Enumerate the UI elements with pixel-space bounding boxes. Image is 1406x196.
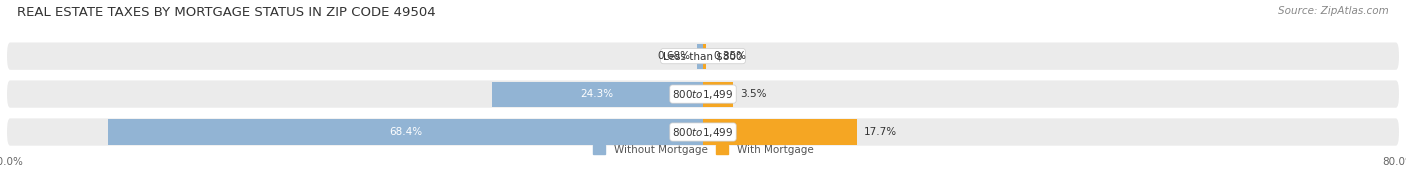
Text: 0.68%: 0.68%	[657, 51, 690, 61]
FancyBboxPatch shape	[7, 80, 1399, 108]
Bar	[108, 119, 703, 145]
Text: $800 to $1,499: $800 to $1,499	[672, 125, 734, 139]
FancyBboxPatch shape	[7, 118, 1399, 146]
Text: 0.35%: 0.35%	[713, 51, 747, 61]
Bar	[492, 82, 703, 107]
Text: Less than $800: Less than $800	[664, 51, 742, 61]
Text: 3.5%: 3.5%	[741, 89, 766, 99]
Text: 24.3%: 24.3%	[581, 89, 614, 99]
Text: 17.7%: 17.7%	[863, 127, 897, 137]
Bar	[697, 44, 703, 69]
Text: $800 to $1,499: $800 to $1,499	[672, 88, 734, 101]
Text: Source: ZipAtlas.com: Source: ZipAtlas.com	[1278, 6, 1389, 16]
FancyBboxPatch shape	[7, 43, 1399, 70]
Bar	[703, 44, 706, 69]
Bar	[703, 82, 734, 107]
Text: REAL ESTATE TAXES BY MORTGAGE STATUS IN ZIP CODE 49504: REAL ESTATE TAXES BY MORTGAGE STATUS IN …	[17, 6, 436, 19]
Text: 68.4%: 68.4%	[389, 127, 422, 137]
Legend: Without Mortgage, With Mortgage: Without Mortgage, With Mortgage	[591, 143, 815, 157]
Bar	[703, 119, 858, 145]
